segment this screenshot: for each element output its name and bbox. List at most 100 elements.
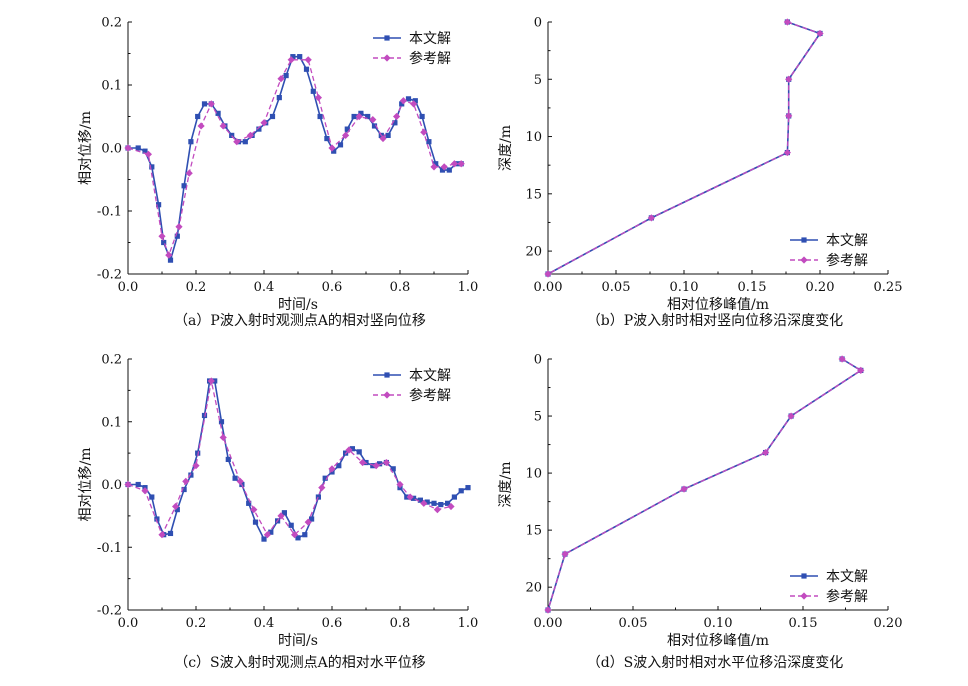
subfigure-caption: （c）S波入射时观测点A的相对水平位移 [174,655,426,671]
data-point-reference [124,144,132,152]
x-tick-label: 0.05 [619,616,648,631]
data-point-reference [396,480,404,489]
data-point-main [261,536,267,542]
data-point-reference [207,100,215,108]
data-point-reference [263,531,271,539]
legend-label: 参考解 [826,252,868,269]
data-point-main [351,113,357,120]
data-point-main [269,113,276,120]
data-point-main [135,481,141,488]
data-point-reference [246,131,254,139]
data-point-main [181,486,187,493]
data-point-main [309,516,315,522]
x-tick-label: 0.0 [118,280,139,295]
data-point-main [201,101,208,107]
y-axis-label: 相对位移/m [78,111,94,185]
y-tick-label: -0.2 [97,268,122,283]
data-point-main [377,461,383,467]
y-tick-label: 10 [525,130,542,145]
data-point-reference [647,214,655,222]
legend-marker [801,573,807,579]
x-tick-label: 1.0 [458,616,479,631]
y-axis-label: 深度/m [498,125,514,171]
legend-label: 本文解 [826,233,868,249]
data-point-reference [277,75,285,83]
data-point-main [412,98,418,104]
data-point-reference [287,56,295,64]
data-point-main [281,510,287,516]
y-tick-label: 0.2 [101,16,122,31]
legend-marker [800,592,808,600]
data-point-main [349,446,355,452]
y-tick-label: 15 [525,524,542,539]
data-point-reference [192,462,200,470]
y-tick-label: -0.1 [97,205,122,220]
x-tick-label: 0.6 [322,616,343,631]
subfigure-caption: （a）P波入射时观测点A的相对竖向位移 [174,313,426,329]
y-tick-label: 0 [534,353,542,368]
data-point-main [371,123,378,129]
data-point-main [411,495,417,501]
data-point-reference [410,100,418,108]
data-point-reference [372,462,380,470]
data-point-reference [787,412,795,420]
chart-a: 0.0 0.2 0.4 0.6 0.8 1.0 -0.2 -0.1 0.0 0.1 0.2 时间/s 相… [78,16,478,330]
data-point-main [426,139,432,145]
data-point-reference [165,251,173,259]
series-line-main [128,380,469,541]
chart-c: 0.0 0.2 0.4 0.6 0.8 1.0 -0.2 -0.1 0.0 0.1 0.2 时间/s 相… [78,353,478,672]
data-point-reference [785,75,793,83]
data-point-main [225,456,231,462]
data-point-main [297,54,303,60]
data-point-main [337,142,344,148]
data-point-main [458,488,464,494]
data-point-main [317,113,323,120]
data-point-main [390,466,396,472]
x-tick-label: 0.00 [534,280,563,295]
x-tick-label: 0.4 [254,280,275,295]
x-tick-label: 0.20 [806,280,835,295]
data-point-reference [544,270,552,278]
legend-label: 参考解 [409,387,451,404]
data-point-main [142,148,148,154]
data-point-main [288,522,294,528]
data-point-main [174,507,180,513]
data-point-main [419,113,425,120]
data-point-main [246,500,252,506]
data-point-main [438,501,444,508]
data-point-main [331,148,337,154]
legend-marker [384,35,390,41]
data-point-main [336,463,342,469]
legend-label: 参考解 [409,50,451,67]
chart-b: 0.00 0.05 0.10 0.15 0.20 0.25 0 5 10 15 20 相对位移峰值/m… [498,16,902,330]
data-point-main [424,499,430,505]
x-tick-label: 0.15 [789,616,818,631]
y-axis-label: 相对位移/m [78,448,94,522]
data-point-reference [304,518,312,526]
data-point-reference [197,122,205,130]
data-point-reference [260,119,268,127]
data-point-reference [219,433,227,442]
data-point-main [215,110,221,116]
data-point-reference [430,163,438,171]
y-tick-label: 0.0 [101,478,122,493]
data-point-reference [185,169,193,177]
data-point-reference [369,116,377,124]
data-point-reference [440,163,448,171]
x-tick-label: 0.0 [118,616,139,631]
series-line-main [128,55,462,263]
legend-marker [383,391,391,399]
data-point-reference [379,134,387,143]
x-tick-label: 0.25 [874,280,903,295]
data-point-reference [304,56,312,64]
x-tick-label: 0.8 [390,616,411,631]
data-point-main [161,239,167,246]
y-tick-label: -0.1 [97,541,122,556]
data-point-main [356,449,362,455]
data-point-reference [857,366,865,375]
data-point-reference [124,480,132,489]
data-point-main [315,494,321,500]
data-point-main [188,472,194,478]
